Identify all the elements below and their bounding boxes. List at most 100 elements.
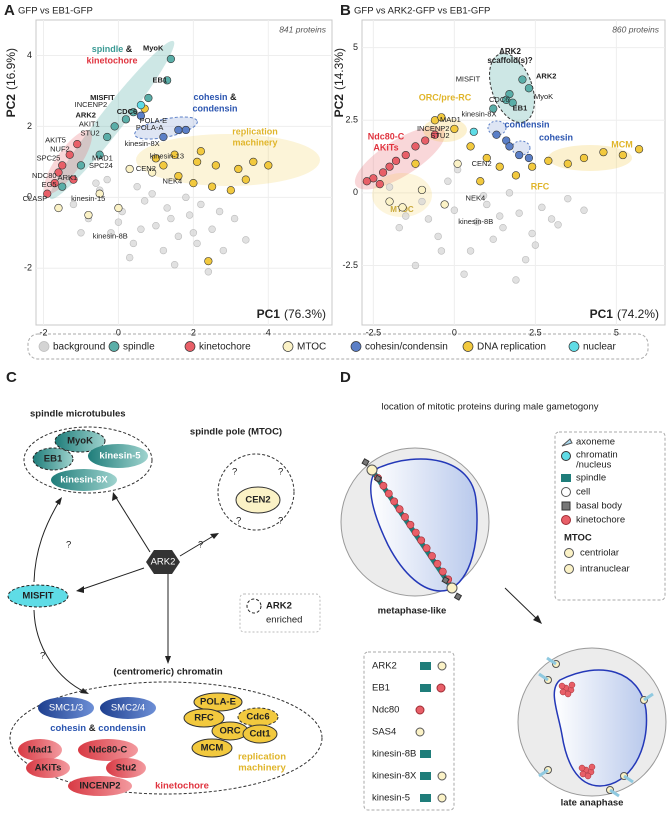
data-point bbox=[58, 182, 67, 191]
group-label: kinetochore bbox=[155, 781, 209, 792]
protein bbox=[32, 447, 74, 471]
data-point bbox=[84, 210, 93, 220]
data-point bbox=[554, 221, 562, 229]
protein-label: SMC2/4 bbox=[111, 703, 145, 714]
data-point bbox=[125, 253, 134, 262]
protein-label: ARK2 bbox=[372, 661, 397, 672]
protein bbox=[88, 444, 148, 468]
data-point bbox=[148, 190, 156, 198]
legend-box bbox=[239, 593, 321, 633]
data-point bbox=[249, 157, 258, 166]
unknown: ? bbox=[232, 467, 237, 478]
protein bbox=[68, 776, 132, 796]
point-label: MISFIT bbox=[90, 93, 115, 102]
data-point bbox=[170, 150, 179, 159]
data-point bbox=[204, 268, 213, 276]
protein-icon bbox=[415, 705, 425, 715]
x-tick-label: 0 bbox=[116, 327, 121, 337]
data-point bbox=[137, 225, 145, 233]
kinetochore bbox=[384, 489, 393, 498]
legend-label: background bbox=[53, 342, 105, 353]
protein-icon bbox=[420, 750, 431, 758]
unknown: ? bbox=[236, 516, 241, 527]
protein bbox=[106, 758, 146, 778]
panel-letter: A bbox=[4, 2, 15, 19]
region-label: kinetochore bbox=[86, 55, 137, 65]
y-axis-label: PC2 (14.3%) bbox=[332, 48, 346, 117]
y-axis-label: (14.3%) bbox=[332, 48, 346, 90]
unknown: ? bbox=[66, 540, 71, 551]
data-point bbox=[489, 235, 497, 244]
data-point bbox=[219, 246, 228, 255]
point-label: CDC6 bbox=[117, 107, 137, 116]
region-label: Ndc80-C bbox=[368, 131, 405, 141]
protein bbox=[78, 739, 138, 761]
arrow bbox=[179, 534, 216, 557]
data-point bbox=[103, 132, 112, 142]
legend-label: basal body bbox=[576, 501, 622, 512]
point-label: kinesin-15 bbox=[71, 194, 105, 203]
point-label: kinesin-13 bbox=[150, 152, 184, 161]
data-point bbox=[159, 246, 168, 255]
protein-label: CEN2 bbox=[245, 495, 270, 506]
count-label: 860 proteins bbox=[612, 24, 660, 34]
legend-symbol bbox=[561, 501, 571, 511]
protein bbox=[237, 707, 279, 727]
group-label: cohesin & condensin bbox=[50, 723, 146, 734]
count-label: 841 proteins bbox=[279, 24, 327, 34]
legend-symbol bbox=[561, 474, 571, 482]
data-point bbox=[466, 142, 475, 151]
y-tick-label: 2.5 bbox=[345, 115, 358, 125]
point-label: MAD1 bbox=[440, 115, 461, 124]
centriolar-mtoc bbox=[446, 582, 458, 594]
y-tick-label: -2 bbox=[24, 263, 32, 273]
protein-label: AKiTs bbox=[35, 763, 62, 774]
data-point bbox=[511, 171, 521, 180]
arrow bbox=[114, 495, 151, 553]
legend-label: spindle bbox=[576, 473, 606, 484]
legend-heading: MTOC bbox=[564, 533, 592, 544]
legend-label: chromatin bbox=[576, 450, 618, 461]
x-tick-label: -2.5 bbox=[366, 327, 382, 337]
protein-label: kinesin-8B bbox=[372, 749, 416, 760]
point-label: MAD1 bbox=[92, 153, 113, 162]
panel-c: C spindle microtubules MyoK EB1 kinesin-… bbox=[6, 369, 323, 796]
data-point bbox=[453, 159, 462, 168]
y-axis-label: PC2 bbox=[332, 94, 346, 118]
kinetochore bbox=[558, 682, 566, 690]
point-label: ARK2 bbox=[536, 72, 556, 81]
legend-symbol bbox=[246, 598, 262, 614]
data-point bbox=[460, 270, 468, 278]
arrowhead bbox=[533, 615, 542, 624]
data-point bbox=[395, 223, 403, 232]
data-point bbox=[50, 179, 59, 188]
data-point bbox=[489, 104, 498, 113]
legend-box bbox=[363, 651, 455, 811]
kinetochore bbox=[411, 528, 420, 537]
data-point bbox=[424, 215, 433, 223]
data-point bbox=[114, 218, 123, 226]
panel-letter: D bbox=[340, 369, 351, 386]
point-label: CEN2 bbox=[136, 164, 156, 173]
legend-label: /nucleus bbox=[576, 460, 612, 471]
legend: background spindle kinetochore MTOC cohesin/… bbox=[27, 333, 649, 360]
group-title: (centromeric) chromatin bbox=[113, 667, 222, 678]
data-point bbox=[226, 186, 235, 195]
data-point bbox=[133, 182, 141, 191]
y-tick-label: 2 bbox=[27, 121, 32, 131]
axoneme bbox=[643, 692, 654, 702]
point-label: NDC80 bbox=[32, 171, 57, 180]
protein bbox=[38, 697, 94, 719]
kinetochore bbox=[406, 520, 415, 529]
data-point bbox=[505, 142, 514, 151]
legend-symbol bbox=[568, 341, 580, 352]
region-label: MCM bbox=[611, 139, 633, 149]
group-label: & bbox=[89, 723, 96, 734]
data-point bbox=[182, 193, 190, 202]
panel-letter: B bbox=[340, 2, 351, 19]
data-point bbox=[189, 179, 198, 188]
plot-area bbox=[35, 19, 333, 326]
data-point bbox=[242, 236, 250, 244]
protein bbox=[26, 758, 70, 778]
